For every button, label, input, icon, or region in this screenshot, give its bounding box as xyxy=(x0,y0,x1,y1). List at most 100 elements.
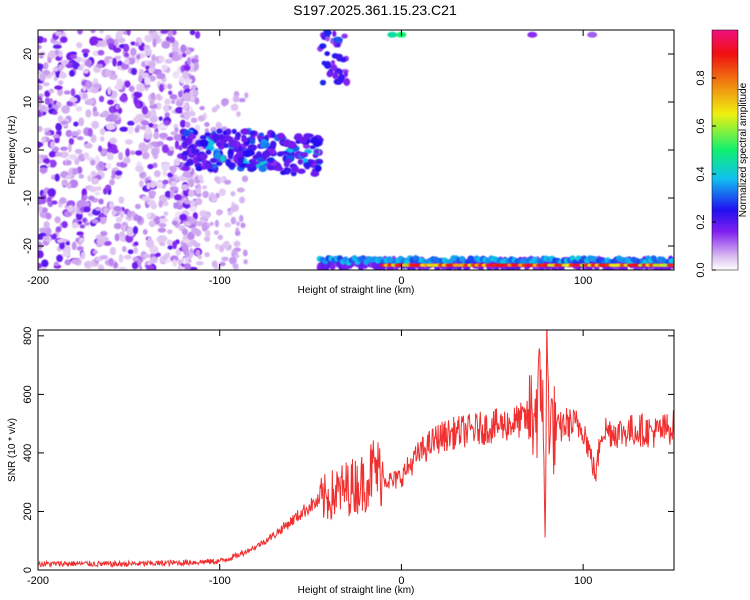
spectrogram-cell xyxy=(43,158,51,164)
spectrogram-cell xyxy=(214,219,220,228)
spectrogram-cell xyxy=(140,120,150,126)
spectrogram-cell xyxy=(216,128,223,134)
spectrogram-cell xyxy=(195,261,204,266)
spectrogram-cell xyxy=(54,49,60,56)
spectrogram-cell xyxy=(209,157,218,164)
spectrogram-cell xyxy=(219,155,226,163)
spectrogram-cell xyxy=(124,58,130,65)
spectrogram-cell xyxy=(238,196,246,204)
spectrogram-cell xyxy=(48,88,55,94)
spectrogram-cell xyxy=(335,53,344,60)
snr-x-axis-label: Height of straight line (km) xyxy=(298,585,415,596)
spectrogram-cell xyxy=(136,258,142,267)
spectrogram-cell xyxy=(158,116,163,121)
spectrogram-cell xyxy=(167,245,173,250)
spectrogram-x-tick-label: 0 xyxy=(398,275,404,287)
spectrogram-cell xyxy=(187,56,192,65)
spectrogram-cell xyxy=(78,117,85,127)
spectrogram-cell xyxy=(527,31,538,38)
spectrogram-cell xyxy=(98,212,106,218)
spectrogram-cell xyxy=(92,249,98,255)
spectrogram-cell xyxy=(121,225,126,233)
spectrogram-cell xyxy=(214,243,220,250)
spectrogram-cell xyxy=(70,54,78,59)
spectrogram-cell xyxy=(194,97,200,105)
spectrogram-cell xyxy=(38,111,43,118)
spectrogram-cell xyxy=(218,177,226,183)
spectrogram-cell xyxy=(587,31,598,38)
spectrogram-cell xyxy=(204,252,210,258)
colorbar-ticks: 0.0 0.2 0.4 0.6 0.8 xyxy=(695,70,716,278)
spectrogram-cell xyxy=(152,247,158,254)
spectrogram-cell xyxy=(181,228,189,236)
spectrogram-cell xyxy=(76,136,84,141)
spectrogram-cell xyxy=(53,41,62,46)
spectrogram-cell xyxy=(221,98,229,106)
colorbar-label: Normalized spectral amplitude xyxy=(738,82,749,217)
spectrogram-cell xyxy=(60,146,68,151)
spectrogram-cell xyxy=(90,87,99,94)
snr-y-axis-label: SNR (10 * v/v) xyxy=(7,418,18,482)
spectrogram-cell xyxy=(145,239,155,248)
spectrogram-cell xyxy=(54,152,63,157)
spectrogram-cell xyxy=(108,58,114,64)
spectrogram-cell xyxy=(215,121,223,130)
spectrogram-cell xyxy=(195,166,203,172)
spectrogram-cell xyxy=(170,180,177,187)
spectrogram-cell xyxy=(121,246,127,253)
spectrogram-cell xyxy=(172,259,177,267)
spectrogram-cell xyxy=(163,211,169,216)
spectrogram-cell xyxy=(147,236,152,242)
spectrogram-cell xyxy=(114,84,123,90)
spectrogram-cell xyxy=(225,128,232,136)
spectrogram-cell xyxy=(190,117,198,123)
spectrogram-cell xyxy=(149,114,158,123)
spectrogram-cell xyxy=(113,222,122,230)
spectrogram-cell xyxy=(67,205,74,213)
spectrogram-cell xyxy=(235,131,241,139)
spectrogram-cell xyxy=(80,251,86,260)
spectrogram-cell xyxy=(321,60,327,66)
spectrogram-cell xyxy=(91,177,100,185)
spectrogram-cell xyxy=(82,69,89,74)
spectrogram-cell xyxy=(114,55,122,60)
spectrogram-cell xyxy=(266,157,274,163)
spectrogram-cell xyxy=(191,148,200,154)
spectrogram-cell xyxy=(132,226,139,235)
spectrogram-cell xyxy=(204,121,210,128)
spectrogram-cell xyxy=(74,148,83,155)
spectrogram-cell xyxy=(195,249,201,257)
spectrogram-cell xyxy=(231,203,239,212)
spectrogram-cell xyxy=(90,170,97,177)
spectrogram-cell xyxy=(169,255,179,262)
spectrogram-x-tick-label: -100 xyxy=(209,275,231,287)
spectrogram-cell xyxy=(48,103,53,109)
spectrogram-cell xyxy=(124,52,130,58)
spectrogram-cell xyxy=(213,151,222,160)
spectrogram-cell xyxy=(109,179,115,186)
spectrogram-cell xyxy=(232,95,240,103)
spectrogram-cell xyxy=(99,30,104,34)
spectrogram-cell xyxy=(84,262,90,267)
spectrogram-cell xyxy=(119,231,125,237)
spectrogram-cell xyxy=(242,150,252,158)
spectrogram-cell xyxy=(85,80,93,89)
spectrogram-cell xyxy=(131,67,138,76)
spectrogram-cell xyxy=(166,239,173,246)
spectrogram-cell xyxy=(196,220,204,227)
spectrogram-cell xyxy=(76,166,83,174)
spectrogram-cell xyxy=(163,104,169,113)
spectrogram-cell xyxy=(146,264,154,270)
spectrogram-cell xyxy=(59,197,67,204)
colorbar-tick-label: 0.8 xyxy=(695,70,707,85)
spectrogram-cell xyxy=(297,168,306,174)
spectrogram-cell xyxy=(175,248,181,257)
colorbar-tick-label: 0.0 xyxy=(695,262,707,277)
spectrogram-cell xyxy=(194,124,201,132)
spectrogram-cell xyxy=(52,66,60,72)
colorbar-tick-label: 0.4 xyxy=(695,166,707,181)
snr-series-line xyxy=(38,330,674,569)
spectrogram-cell xyxy=(195,187,201,195)
